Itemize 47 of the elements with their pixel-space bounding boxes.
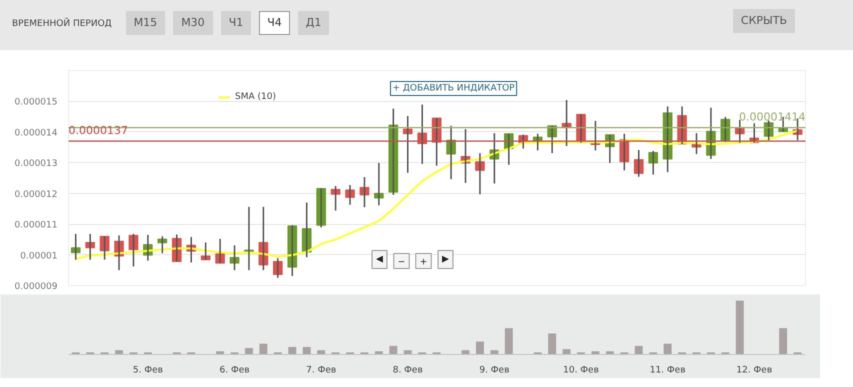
bar [302, 346, 311, 354]
ref-line-label: 0.00001414 [739, 110, 806, 124]
text: Ч1 [220, 11, 252, 35]
bar [490, 350, 498, 354]
y-tick-label: 0.000009 [14, 282, 58, 292]
annotation: + [420, 258, 428, 268]
text: Ч4 [259, 11, 290, 35]
text: СКРЫТЬ [732, 9, 795, 33]
y-tick-label: 0.000014 [14, 128, 58, 138]
bar [476, 342, 484, 354]
y-tick-label: 0.000012 [14, 190, 58, 200]
bar [736, 300, 744, 354]
text: Д1 [298, 11, 330, 35]
x-tick-label: 8. Фев [392, 366, 423, 376]
x-tick-label: 5. Фев [132, 366, 163, 376]
bar [779, 328, 788, 354]
bar [115, 350, 123, 354]
y-tick-label: 0.000015 [14, 98, 58, 108]
annotation: − [398, 258, 406, 268]
bar [504, 328, 513, 354]
x-tick-label: 6. Фев [220, 366, 250, 376]
y-tick-label: 0.000011 [14, 220, 58, 231]
bar [244, 348, 253, 354]
x-tick-label: 11. Фев [650, 366, 686, 376]
bar [259, 344, 268, 354]
legend-label: SMA (10) [235, 92, 276, 102]
y-tick-label: 0.00001 [20, 251, 58, 262]
x-tick-label: 12. Фев [736, 366, 772, 376]
x-tick-label: 10. Фев [563, 366, 599, 376]
y-tick-label: 0.000013 [14, 159, 58, 170]
bar [317, 350, 326, 354]
ref-line-label: 0.0000137 [68, 124, 128, 138]
annotation: ◀ [376, 254, 384, 264]
candlestick [576, 114, 586, 144]
text: М15 [126, 11, 166, 35]
bar [548, 334, 556, 354]
bar [664, 344, 672, 354]
candlestick [475, 152, 485, 196]
bar [389, 346, 398, 354]
bar [562, 349, 571, 354]
annotation: + ДОБАВИТЬ ИНДИКАТОР [392, 84, 516, 94]
x-tick-label: 7. Фев [306, 366, 336, 376]
annotation: ▶ [442, 254, 450, 264]
x-tick-label: 9. Фев [479, 366, 510, 376]
bar [462, 350, 470, 354]
text: М30 [173, 11, 213, 35]
text: ВРЕМЕННОЙ ПЕРИОД [12, 19, 112, 29]
